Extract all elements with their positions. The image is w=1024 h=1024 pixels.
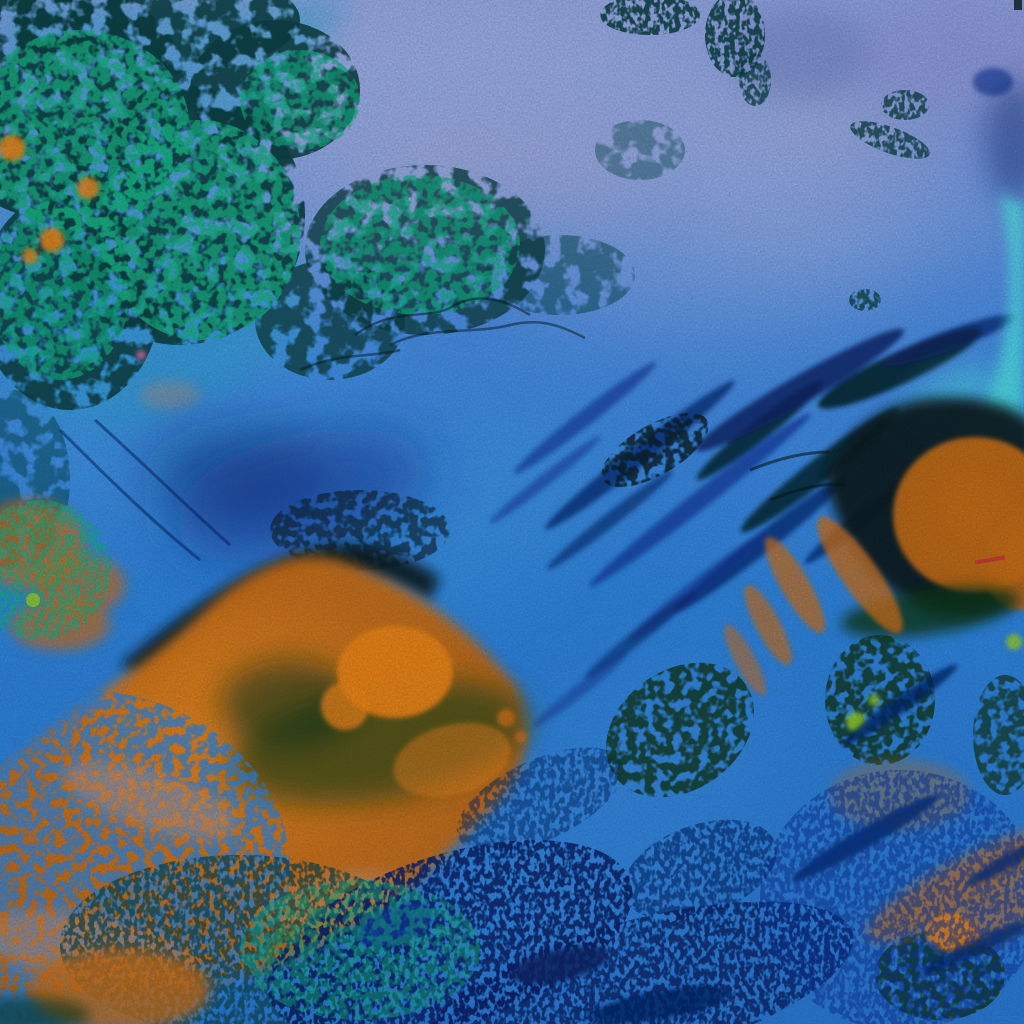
false-color-satellite-image xyxy=(0,0,1024,1024)
satellite-scene xyxy=(0,0,1024,1024)
grain-overlay xyxy=(0,0,1024,1024)
